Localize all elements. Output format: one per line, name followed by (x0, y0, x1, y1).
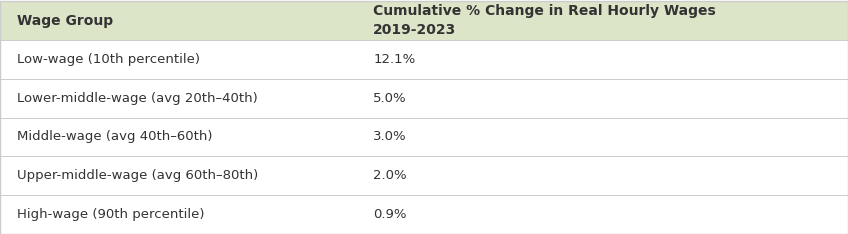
FancyBboxPatch shape (0, 1, 848, 40)
Text: Cumulative % Change in Real Hourly Wages
2019-2023: Cumulative % Change in Real Hourly Wages… (373, 4, 716, 37)
Text: Upper-middle-wage (avg 60th–80th): Upper-middle-wage (avg 60th–80th) (17, 169, 258, 182)
Text: 0.9%: 0.9% (373, 208, 407, 221)
Text: Lower-middle-wage (avg 20th–40th): Lower-middle-wage (avg 20th–40th) (17, 92, 258, 105)
Text: Wage Group: Wage Group (17, 14, 113, 28)
Text: Low-wage (10th percentile): Low-wage (10th percentile) (17, 53, 200, 66)
FancyBboxPatch shape (0, 118, 848, 156)
Text: 12.1%: 12.1% (373, 53, 416, 66)
Text: 3.0%: 3.0% (373, 131, 407, 143)
Text: 2.0%: 2.0% (373, 169, 407, 182)
FancyBboxPatch shape (0, 195, 848, 234)
Text: 5.0%: 5.0% (373, 92, 407, 105)
FancyBboxPatch shape (0, 40, 848, 79)
FancyBboxPatch shape (0, 156, 848, 195)
FancyBboxPatch shape (0, 79, 848, 118)
Text: High-wage (90th percentile): High-wage (90th percentile) (17, 208, 204, 221)
Text: Middle-wage (avg 40th–60th): Middle-wage (avg 40th–60th) (17, 131, 213, 143)
